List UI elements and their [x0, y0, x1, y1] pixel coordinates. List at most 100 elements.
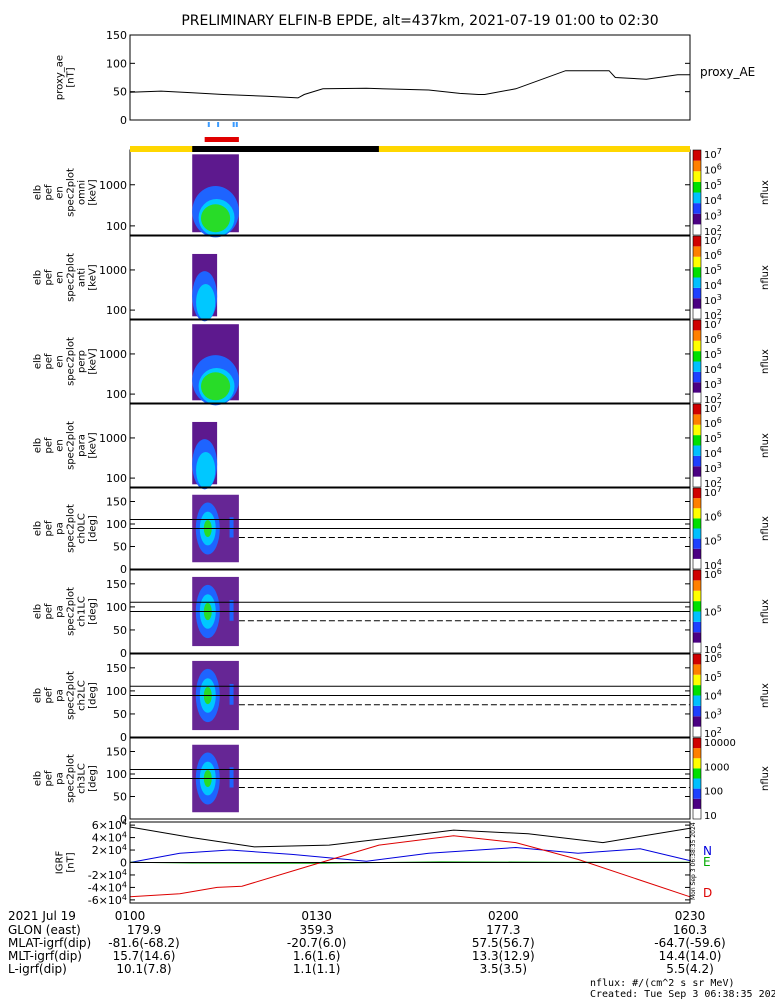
flux-region-blue	[229, 683, 234, 705]
y-tick-label: 6×104	[92, 818, 127, 832]
panels: proxy_AE050100150proxy_ae[nT]10210310410…	[33, 29, 772, 907]
colorbar-segment	[693, 808, 701, 819]
colorbar-tick-label: 10	[704, 811, 717, 822]
panel-en_anti: 102103104105106107nflux1001000elbpefensp…	[33, 233, 772, 322]
colorbar-segment	[693, 361, 701, 372]
y-tick-label: 1000	[99, 264, 127, 277]
colorbar-frame	[692, 569, 702, 654]
colorbar-frame	[692, 235, 702, 320]
colorbar-tick-label: 106	[704, 248, 722, 262]
colorbar-tick-label: 1000	[704, 762, 729, 773]
colorbar-segment	[693, 778, 701, 789]
colorbar-segment	[693, 181, 701, 193]
y-tick-label: 100	[106, 518, 127, 531]
colorbar-frame	[692, 737, 702, 820]
ephemeris-value: 5.5(4.2)	[666, 962, 714, 976]
colorbar-tick-label: 105	[704, 347, 722, 361]
colorbar-segment	[693, 538, 701, 549]
y-axis-label: elbpefpaspec2plotch2LC[deg]	[33, 671, 99, 720]
panel-pa_ch2: 102103104105106nflux050100150elbpefpaspe…	[33, 651, 772, 744]
data-collection-tick	[217, 122, 220, 127]
y-axis-label: elbpefpaspec2plotch1LC[deg]	[33, 587, 99, 636]
y-tick-label: 100	[106, 304, 127, 317]
heatmap-en_para	[192, 421, 218, 490]
time-axis-label: 0200	[488, 909, 519, 923]
y-tick-label: 150	[106, 746, 127, 759]
colorbar-tick-label: 106	[704, 162, 722, 176]
colorbar-segment	[693, 498, 701, 509]
y-tick-label: 100	[106, 388, 127, 401]
y-tick-label: 1000	[99, 179, 127, 192]
colorbar-tick-label: 105	[704, 670, 722, 684]
y-tick-label: 50	[113, 624, 127, 637]
side-timestamp: Mon Sep 3 06:38:35 2024	[690, 822, 697, 900]
ephemeris-value: 13.3(12.9)	[472, 949, 535, 963]
colorbar-frame	[692, 653, 702, 738]
colorbar-segment	[693, 150, 701, 161]
ephemeris-value: 179.9	[127, 923, 161, 937]
colorbar-segment	[693, 788, 701, 799]
y-tick-label: 50	[113, 541, 127, 554]
colorbar-segment	[693, 160, 701, 172]
colorbar-tick-label: 103	[704, 209, 722, 223]
heatmap-en_omni	[192, 154, 239, 238]
panel-frame	[129, 737, 691, 820]
orbit-bar-black	[192, 146, 379, 152]
figure-title: PRELIMINARY ELFIN-B EPDE, alt=437km, 202…	[181, 13, 658, 29]
colorbar-tick-label: 106	[704, 567, 722, 581]
flux-region-green	[200, 372, 231, 401]
colorbar-tick-label: 105	[704, 263, 722, 277]
colorbar-pa_ch3: 10 100 1000 10000 nflux	[692, 737, 771, 822]
colorbar-segment	[693, 213, 701, 225]
y-axis-label: elbpefenspec2plotperp[keV]	[33, 337, 99, 386]
time-axis-label: 0100	[115, 909, 146, 923]
colorbar-segment	[693, 203, 701, 214]
colorbar-segment	[693, 224, 701, 235]
colorbar-segment	[693, 256, 701, 268]
series-line	[129, 70, 690, 99]
colorbar-segment	[693, 246, 701, 257]
y-axis-label: IGRF[nT]	[55, 851, 77, 875]
flux-region-green	[200, 204, 231, 233]
flux-region-blue	[229, 517, 234, 538]
panel-en_omni: 102103104105106107nflux1001000elbpefensp…	[33, 147, 772, 238]
colorbar-segment	[693, 298, 701, 309]
ephemeris-value: 160.3	[673, 923, 707, 937]
colorbar-label: nflux	[760, 180, 771, 205]
colorbar-segment	[693, 654, 701, 665]
y-tick-label: 2×104	[92, 843, 127, 857]
ephemeris-value: -81.6(-68.2)	[108, 936, 179, 950]
colorbar-segment	[693, 371, 701, 383]
flux-region-blue	[229, 767, 234, 788]
orbit-bar-yellow	[130, 146, 690, 152]
ephemeris-value: 3.5(3.5)	[480, 962, 528, 976]
colorbar-tick-label: 107	[704, 401, 722, 415]
colorbar-tick-label: 104	[704, 193, 722, 207]
colorbar-segment	[693, 236, 701, 247]
ephemeris-value: -20.7(6.0)	[287, 936, 347, 950]
colorbar-label: nflux	[760, 516, 771, 541]
colorbar-tick-label: 106	[704, 332, 722, 346]
y-axis-label: elbpefenspec2plotanti[keV]	[33, 253, 99, 302]
y-tick-label: -2×104	[88, 868, 127, 882]
colorbar-segment	[693, 558, 701, 569]
y-tick-label: 50	[113, 86, 127, 99]
y-tick-label: 100	[106, 685, 127, 698]
colorbar-segment	[693, 664, 701, 675]
colorbar-segment	[693, 632, 701, 643]
y-axis-label: elbpefenspec2plotomni[keV]	[33, 168, 99, 217]
colorbar-segment	[693, 726, 701, 737]
colorbar-segment	[693, 445, 701, 456]
colorbar-segment	[693, 738, 701, 749]
colorbar-label: nflux	[760, 683, 771, 708]
colorbar-segment	[693, 748, 701, 759]
colorbar-tick-label: 103	[704, 377, 722, 391]
colorbar-segment	[693, 435, 701, 446]
y-tick-label: 1000	[99, 432, 127, 445]
series-line	[129, 835, 691, 898]
colorbar-tick-label: 103	[704, 461, 722, 475]
colorbar-segment	[693, 508, 701, 519]
colorbar-segment	[693, 601, 701, 612]
